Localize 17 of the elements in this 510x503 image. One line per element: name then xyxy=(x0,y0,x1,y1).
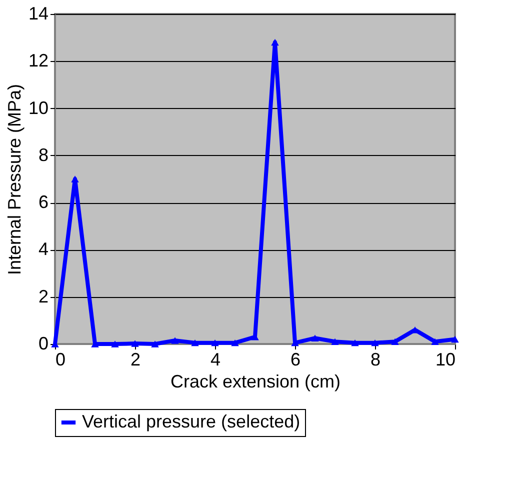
y-tick-label: 6 xyxy=(38,192,48,212)
y-axis-title: Internal Pressure (MPa) xyxy=(4,84,24,276)
y-tick-label: 4 xyxy=(38,239,48,260)
y-tick-label: 12 xyxy=(28,50,48,71)
y-tick-label: 0 xyxy=(38,334,48,354)
y-tick-label: 10 xyxy=(28,98,48,118)
x-axis-title: Crack extension (cm) xyxy=(170,372,341,392)
y-tick-label: 2 xyxy=(38,286,48,306)
legend-label: Vertical pressure (selected) xyxy=(82,412,300,432)
x-tick-label: 0 xyxy=(56,350,66,370)
x-tick-label: 4 xyxy=(210,350,221,370)
y-tick-label: 14 xyxy=(28,4,48,24)
x-tick-label: 6 xyxy=(290,350,301,370)
x-tick-label: 2 xyxy=(130,350,141,370)
y-tick-label: 8 xyxy=(38,144,48,165)
x-tick-label: 8 xyxy=(370,350,381,370)
x-tick-label: 10 xyxy=(435,350,456,370)
